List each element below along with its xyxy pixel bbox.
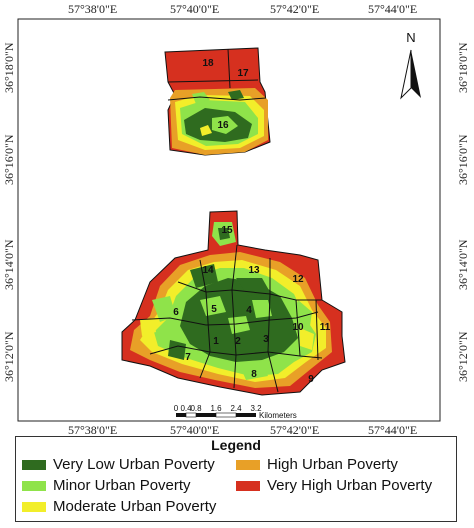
south-city xyxy=(121,210,346,396)
north-cluster xyxy=(164,47,271,156)
scale-tick-5: 3.2 xyxy=(250,404,262,413)
swatch-high xyxy=(236,459,260,470)
zone-label-12: 12 xyxy=(292,274,304,285)
zone-label-16: 16 xyxy=(217,120,229,131)
coord-left-1: 36°16'0"N xyxy=(2,134,16,185)
coord-top-3: 57°44'0"E xyxy=(368,2,418,16)
legend-label-high: High Urban Poverty xyxy=(267,456,398,473)
zone-label-18: 18 xyxy=(202,58,214,69)
zone-label-17: 17 xyxy=(237,68,249,79)
legend-label-minor: Minor Urban Poverty xyxy=(53,477,191,494)
north-arrow-label: N xyxy=(406,30,415,45)
zone-label-7: 7 xyxy=(185,352,191,363)
legend-item-moderate: Moderate Urban Poverty xyxy=(22,498,216,515)
zone-label-5: 5 xyxy=(211,304,217,315)
legend-label-very-low: Very Low Urban Poverty xyxy=(53,456,215,473)
coord-top-0: 57°38'0"E xyxy=(68,2,118,16)
legend-item-high: High Urban Poverty xyxy=(236,456,398,473)
scale-bar: 0 0.4 0.8 1.6 2.4 3.2 Kilometers xyxy=(174,404,297,420)
coord-bottom-3: 57°44'0"E xyxy=(368,423,418,437)
legend-item-very-low: Very Low Urban Poverty xyxy=(22,456,215,473)
legend-item-very-high: Very High Urban Poverty xyxy=(236,477,432,494)
zone-label-6: 6 xyxy=(173,307,179,318)
coord-top-2: 57°42'0"E xyxy=(270,2,320,16)
coord-right-3: 36°12'0"N xyxy=(456,331,470,382)
zone-label-13: 13 xyxy=(248,265,260,276)
coord-right-0: 36°18'0"N xyxy=(456,42,470,93)
legend: Legend Very Low Urban Poverty High Urban… xyxy=(15,436,457,522)
legend-label-moderate: Moderate Urban Poverty xyxy=(53,498,217,515)
scale-tick-4: 2.4 xyxy=(230,404,242,413)
zone-label-3: 3 xyxy=(263,334,269,345)
legend-item-minor: Minor Urban Poverty xyxy=(22,477,191,494)
zone-label-9: 9 xyxy=(308,374,314,385)
scale-tick-1: 0.4 xyxy=(180,404,192,413)
legend-title: Legend xyxy=(211,437,261,453)
zone-label-2: 2 xyxy=(235,336,241,347)
coord-bottom-0: 57°38'0"E xyxy=(68,423,118,437)
north-arrow-icon xyxy=(400,49,421,100)
scale-unit: Kilometers xyxy=(259,411,297,420)
zone-label-1: 1 xyxy=(213,336,219,347)
zone-label-15: 15 xyxy=(221,225,233,236)
coord-top-1: 57°40'0"E xyxy=(170,2,220,16)
coord-left-2: 36°14'0"N xyxy=(2,239,16,290)
zone-label-4: 4 xyxy=(246,305,252,316)
coord-right-2: 36°14'0"N xyxy=(456,239,470,290)
coord-left-0: 36°18'0"N xyxy=(2,42,16,93)
swatch-minor xyxy=(22,480,46,491)
swatch-very-low xyxy=(22,459,46,470)
coord-bottom-1: 57°40'0"E xyxy=(170,423,220,437)
scale-tick-3: 1.6 xyxy=(210,404,222,413)
coord-bottom-2: 57°42'0"E xyxy=(270,423,320,437)
swatch-very-high xyxy=(236,480,260,491)
scale-tick-0: 0 xyxy=(174,404,179,413)
coord-right-1: 36°16'0"N xyxy=(456,134,470,185)
scale-tick-2: 0.8 xyxy=(190,404,202,413)
legend-label-very-high: Very High Urban Poverty xyxy=(267,477,433,494)
swatch-moderate xyxy=(22,501,46,512)
coord-left-3: 36°12'0"N xyxy=(2,331,16,382)
zone-label-14: 14 xyxy=(202,265,214,276)
zone-label-10: 10 xyxy=(292,322,304,333)
zone-label-11: 11 xyxy=(320,322,331,333)
zone-label-8: 8 xyxy=(251,369,257,380)
